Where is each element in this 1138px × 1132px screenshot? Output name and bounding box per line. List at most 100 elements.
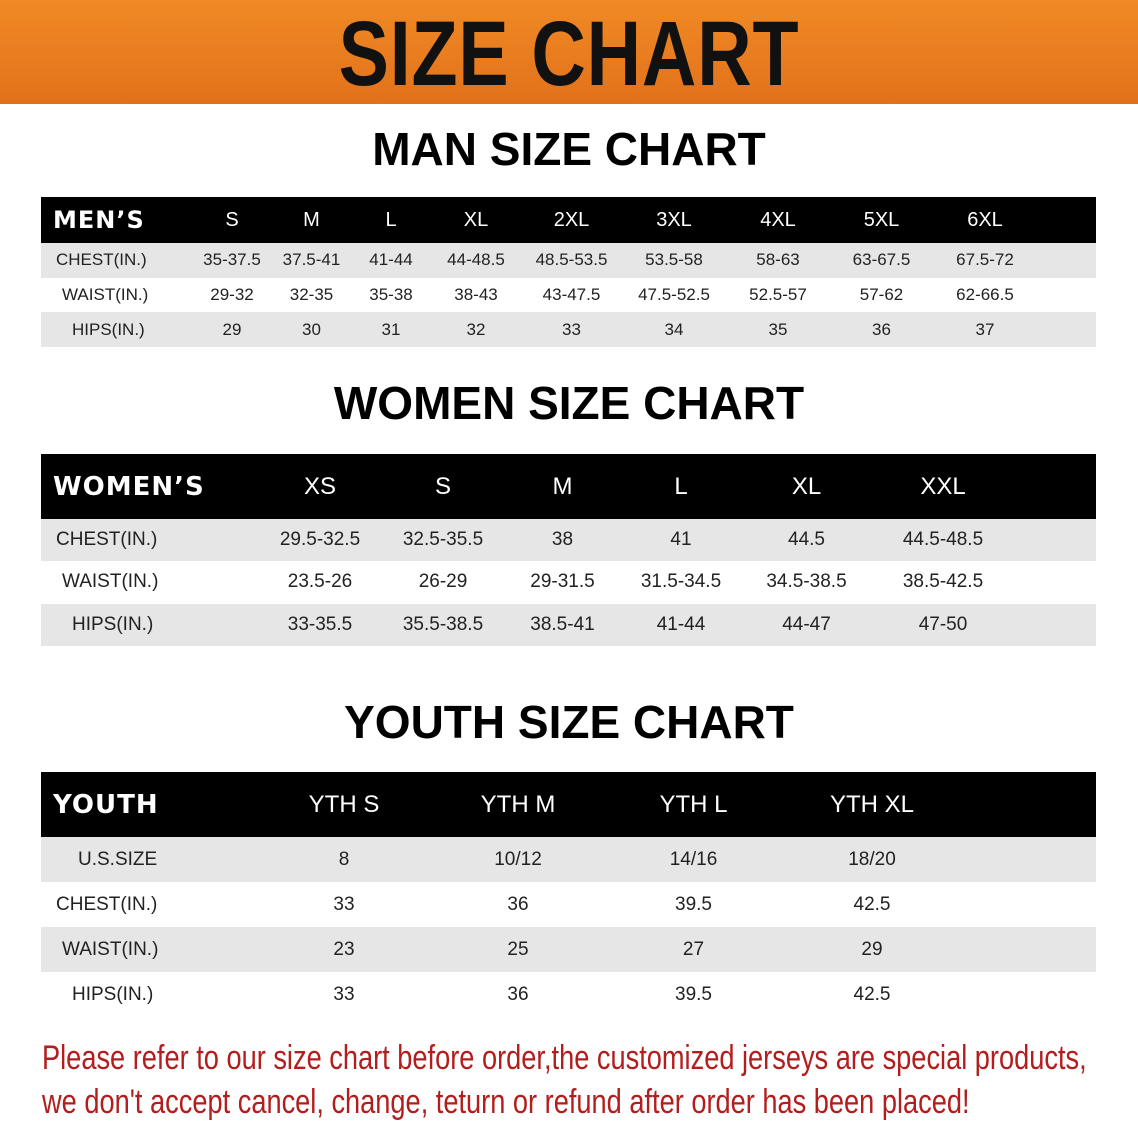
row-label: U.S.SIZE bbox=[41, 837, 257, 882]
table-cell: 34.5-38.5 bbox=[741, 561, 872, 604]
table-cell: 33 bbox=[257, 972, 431, 1017]
row-spacer bbox=[1014, 603, 1096, 646]
table-cell: 42.5 bbox=[782, 972, 962, 1017]
women-section-title: WOMEN SIZE CHART bbox=[333, 377, 805, 429]
table-cell: 33 bbox=[257, 882, 431, 927]
table-cell: 41-44 bbox=[351, 243, 431, 278]
table-cell: 10/12 bbox=[431, 837, 605, 882]
row-spacer bbox=[962, 927, 1096, 972]
notice-line-2: we don't accept cancel, change, teturn o… bbox=[42, 1083, 970, 1121]
table-cell: 48.5-53.5 bbox=[521, 243, 622, 278]
table-cell: 29 bbox=[782, 927, 962, 972]
header-size: XL bbox=[431, 197, 521, 243]
youth-size-table: YOUTH YTH S YTH M YTH L YTH XL U.S.SIZE 8 10/1… bbox=[41, 772, 1096, 1017]
table-row: HIPS(IN.) 29 30 31 32 33 34 35 36 37 bbox=[41, 312, 1096, 348]
table-cell: 23 bbox=[257, 927, 431, 972]
row-spacer bbox=[962, 882, 1096, 927]
table-header-row: WOMEN’S XS S M L XL XXL bbox=[41, 454, 1096, 519]
table-cell: 58-63 bbox=[726, 243, 830, 278]
header-spacer bbox=[962, 772, 1096, 837]
table-cell: 44-47 bbox=[741, 603, 872, 646]
table-cell: 47-50 bbox=[872, 603, 1014, 646]
header-category-label: WOMEN’S bbox=[41, 454, 258, 519]
table-cell: 23.5-26 bbox=[258, 561, 382, 604]
table-cell: 44-48.5 bbox=[431, 243, 521, 278]
header-size: YTH XL bbox=[782, 772, 962, 837]
header-size: 3XL bbox=[622, 197, 726, 243]
header-size: XS bbox=[258, 454, 382, 519]
row-spacer bbox=[962, 837, 1096, 882]
notice-line-1: Please refer to our size chart before or… bbox=[42, 1039, 1087, 1077]
table-cell: 37 bbox=[933, 312, 1037, 348]
table-header-row: YOUTH YTH S YTH M YTH L YTH XL bbox=[41, 772, 1096, 837]
table-cell: 52.5-57 bbox=[726, 277, 830, 313]
table-cell: 62-66.5 bbox=[933, 277, 1037, 313]
header-size: 4XL bbox=[726, 197, 830, 243]
table-cell: 38-43 bbox=[431, 277, 521, 313]
women-size-table: WOMEN’S XS S M L XL XXL CHEST(IN.) 29.5-32.5 32.… bbox=[41, 454, 1096, 646]
table-cell: 26-29 bbox=[382, 561, 504, 604]
header-size: M bbox=[504, 454, 621, 519]
table-cell: 38.5-42.5 bbox=[872, 561, 1014, 604]
table-cell: 33 bbox=[521, 312, 622, 348]
table-row: U.S.SIZE 8 10/12 14/16 18/20 bbox=[41, 837, 1096, 882]
banner: SIZE CHART bbox=[0, 0, 1138, 104]
table-cell: 44.5-48.5 bbox=[872, 519, 1014, 562]
table-cell: 34 bbox=[622, 312, 726, 348]
header-size: 2XL bbox=[521, 197, 622, 243]
table-cell: 38 bbox=[504, 519, 621, 562]
table-row: CHEST(IN.) 29.5-32.5 32.5-35.5 38 41 44.5 44.5… bbox=[41, 519, 1096, 562]
table-row: HIPS(IN.) 33 36 39.5 42.5 bbox=[41, 972, 1096, 1017]
row-spacer bbox=[1037, 243, 1096, 278]
row-spacer bbox=[962, 972, 1096, 1017]
row-label: HIPS(IN.) bbox=[41, 312, 192, 348]
table-row: WAIST(IN.) 29-32 32-35 35-38 38-43 43-47.5 47.… bbox=[41, 277, 1096, 313]
header-size: L bbox=[621, 454, 741, 519]
row-spacer bbox=[1014, 519, 1096, 562]
table-cell: 36 bbox=[431, 972, 605, 1017]
table-cell: 47.5-52.5 bbox=[622, 277, 726, 313]
row-spacer bbox=[1037, 312, 1096, 348]
table-row: WAIST(IN.) 23.5-26 26-29 29-31.5 31.5-34.5 34… bbox=[41, 561, 1096, 604]
table-row: WAIST(IN.) 23 25 27 29 bbox=[41, 927, 1096, 972]
table-cell: 67.5-72 bbox=[933, 243, 1037, 278]
table-cell: 39.5 bbox=[605, 882, 782, 927]
table-header-row: MEN’S S M L XL 2XL 3XL 4XL 5XL 6XL bbox=[41, 197, 1096, 243]
table-cell: 63-67.5 bbox=[830, 243, 933, 278]
table-cell: 42.5 bbox=[782, 882, 962, 927]
table-cell: 32-35 bbox=[272, 277, 351, 313]
table-cell: 53.5-58 bbox=[622, 243, 726, 278]
row-label: WAIST(IN.) bbox=[41, 927, 257, 972]
table-row: HIPS(IN.) 33-35.5 35.5-38.5 38.5-41 41-44 44-… bbox=[41, 603, 1096, 646]
header-category-label: YOUTH bbox=[41, 772, 257, 837]
header-spacer bbox=[1037, 197, 1096, 243]
table-cell: 36 bbox=[830, 312, 933, 348]
header-size: 6XL bbox=[933, 197, 1037, 243]
table-cell: 29 bbox=[192, 312, 272, 348]
table-cell: 8 bbox=[257, 837, 431, 882]
header-spacer bbox=[1014, 454, 1096, 519]
row-label: HIPS(IN.) bbox=[41, 603, 258, 646]
table-cell: 41 bbox=[621, 519, 741, 562]
row-spacer bbox=[1014, 561, 1096, 604]
table-cell: 37.5-41 bbox=[272, 243, 351, 278]
row-label: HIPS(IN.) bbox=[41, 972, 257, 1017]
table-cell: 44.5 bbox=[741, 519, 872, 562]
youth-section-title: YOUTH SIZE CHART bbox=[344, 696, 794, 748]
men-section-title: MAN SIZE CHART bbox=[372, 123, 766, 175]
table-cell: 31 bbox=[351, 312, 431, 348]
header-size: M bbox=[272, 197, 351, 243]
table-cell: 35-37.5 bbox=[192, 243, 272, 278]
row-label: WAIST(IN.) bbox=[41, 277, 192, 313]
table-cell: 29-31.5 bbox=[504, 561, 621, 604]
table-cell: 31.5-34.5 bbox=[621, 561, 741, 604]
header-size: YTH S bbox=[257, 772, 431, 837]
banner-title: SIZE CHART bbox=[338, 3, 800, 105]
row-label: CHEST(IN.) bbox=[41, 519, 258, 562]
table-cell: 25 bbox=[431, 927, 605, 972]
table-cell: 18/20 bbox=[782, 837, 962, 882]
table-cell: 57-62 bbox=[830, 277, 933, 313]
table-cell: 29-32 bbox=[192, 277, 272, 313]
header-size: XL bbox=[741, 454, 872, 519]
header-size: S bbox=[192, 197, 272, 243]
